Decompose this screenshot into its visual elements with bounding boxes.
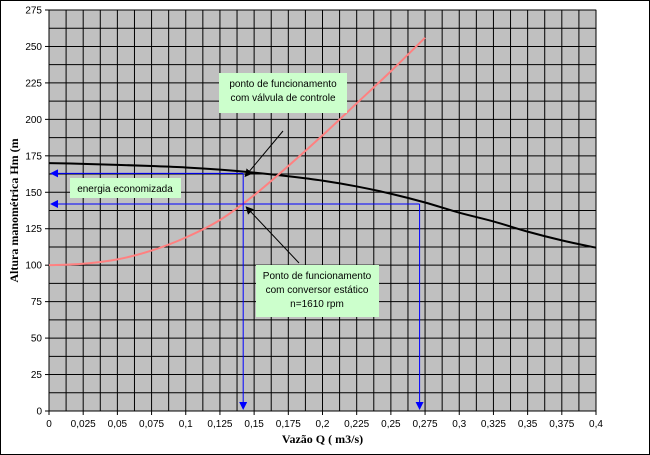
x-tick-label: 0,125 (207, 419, 232, 430)
y-tick-label: 225 (25, 78, 42, 89)
annotations: ponto de funcionamento com válvula de con… (70, 73, 379, 317)
y-tick-label: 175 (25, 151, 42, 162)
x-tick-label: 0,175 (276, 419, 301, 430)
y-tick-label: 100 (25, 261, 42, 272)
pump-curve-line (48, 162, 597, 249)
annotation-text-valve: com válvula de controle (230, 93, 335, 104)
grid (48, 9, 597, 412)
annotation-box-valve (219, 73, 347, 113)
x-tick-label: 0,35 (518, 419, 538, 430)
annotation-box-energy (70, 178, 181, 198)
y-tick-label: 25 (31, 370, 43, 381)
annotation-text-converter: Ponto de funcionamento (263, 271, 372, 282)
x-tick-label: 0,075 (139, 419, 164, 430)
x-tick-label: 0,05 (108, 419, 128, 430)
y-tick-label: 200 (25, 115, 42, 126)
x-tick-label: 0,25 (381, 419, 401, 430)
x-tick-label: 0 (46, 419, 52, 430)
x-tick-label: 0,3 (452, 419, 466, 430)
y-tick-label: 275 (25, 6, 42, 17)
x-tick-label: 0,2 (316, 419, 330, 430)
series-layer (48, 36, 597, 267)
y-tick-label: 150 (25, 188, 42, 199)
y-tick-label: 50 (31, 334, 43, 345)
annotation-box-converter (256, 265, 379, 317)
annotation-leader-converter (245, 206, 300, 264)
tick-labels: 0 0,025 0,05 0,075 0,1 0,125 0,15 0,175 0,2 0,225… (25, 6, 603, 431)
x-tick-label: 0,325 (481, 419, 506, 430)
reference-lines (50, 169, 424, 410)
x-axis-title: Vazão Q ( m3/s) (282, 432, 363, 446)
annotation-text-energy: energia economizada (77, 184, 173, 195)
annotation-leader-valve (244, 130, 284, 178)
x-tick-label: 0,025 (71, 419, 96, 430)
x-tick-label: 0,4 (589, 419, 603, 430)
system-curve-line (48, 36, 426, 267)
y-tick-label: 0 (36, 407, 42, 418)
annotation-text-converter: n=1610 rpm (290, 299, 344, 310)
x-tick-label: 0,275 (413, 419, 438, 430)
y-tick-label: 125 (25, 224, 42, 235)
y-tick-label: 250 (25, 42, 42, 53)
annotation-text-converter: com conversor estático (266, 285, 369, 296)
x-tick-label: 0,15 (244, 419, 264, 430)
x-tick-label: 0,225 (344, 419, 369, 430)
y-tick-label: 75 (31, 297, 43, 308)
x-tick-label: 0,1 (179, 419, 193, 430)
annotation-text-valve: ponto de funcionamento (229, 79, 337, 90)
y-axis-title: Altura manométrica Hm (m (7, 138, 21, 282)
x-tick-label: 0,375 (549, 419, 574, 430)
